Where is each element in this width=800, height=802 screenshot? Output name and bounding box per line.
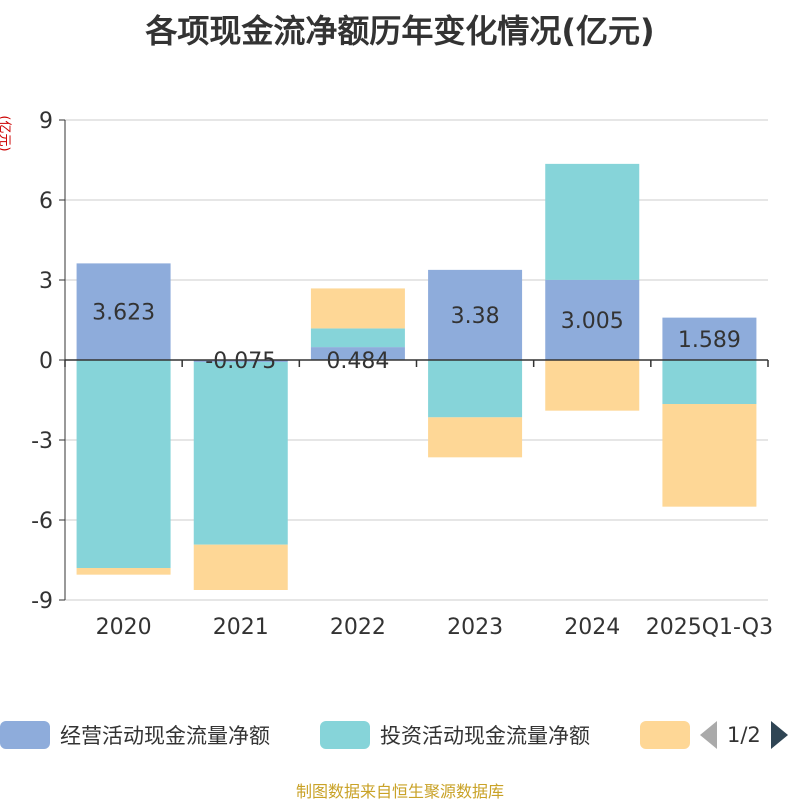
data-label-operating-2023: 3.38 xyxy=(451,304,500,329)
legend-pager: 1/2 xyxy=(700,720,788,750)
stacked-bar-chart: -9 -6 -3 0 3 6 9 3.623 -0.075 0.484 3.38 3.005 1.589… xyxy=(31,109,773,640)
bar-investing-2020 xyxy=(76,360,171,568)
y-tick-label: 0 xyxy=(39,349,53,374)
y-tick-label: -6 xyxy=(31,509,53,534)
legend-item-operating[interactable]: 经营活动现金流量净额 xyxy=(0,720,270,750)
bar-operating-2020 xyxy=(76,263,171,360)
legend-swatch-investing xyxy=(320,721,370,749)
data-label-operating-2025Q1-Q3: 1.589 xyxy=(678,328,741,353)
y-tick-label: 6 xyxy=(39,189,53,214)
legend-label-investing: 投资活动现金流量净额 xyxy=(380,724,590,748)
legend: 经营活动现金流量净额 投资活动现金流量净额 1/2 xyxy=(0,714,800,758)
legend-next-page-icon[interactable] xyxy=(770,721,788,749)
y-tick-label: -9 xyxy=(31,589,53,614)
x-tick-label-2021: 2021 xyxy=(213,615,269,640)
legend-swatch-operating xyxy=(0,721,50,749)
bar-financing-2025Q1-Q3 xyxy=(662,404,757,507)
bar-investing-2021 xyxy=(193,362,288,545)
y-tick-label: 3 xyxy=(39,269,53,294)
bar-operating-2024 xyxy=(545,279,640,360)
x-tick-label-2024: 2024 xyxy=(564,615,620,640)
bar-financing-2021 xyxy=(193,544,288,590)
bar-financing-2022 xyxy=(310,288,405,329)
legend-label-operating: 经营活动现金流量净额 xyxy=(60,724,270,748)
bar-operating-2023 xyxy=(428,269,523,360)
bar-financing-2020 xyxy=(76,568,171,575)
bar-investing-2025Q1-Q3 xyxy=(662,360,757,404)
legend-item-financing[interactable] xyxy=(640,720,700,750)
legend-item-investing[interactable]: 投资活动现金流量净额 xyxy=(320,720,590,750)
y-tick-label: 9 xyxy=(39,109,53,134)
bar-investing-2022 xyxy=(310,328,405,348)
data-label-operating-2021: -0.075 xyxy=(205,349,276,374)
bar-operating-2021 xyxy=(193,360,288,362)
bar-investing-2024 xyxy=(545,163,640,280)
x-tick-label-2020: 2020 xyxy=(96,615,152,640)
legend-swatch-financing xyxy=(640,721,690,749)
data-label-operating-2024: 3.005 xyxy=(561,309,624,334)
chart-title: 各项现金流净额历年变化情况(亿元) xyxy=(145,12,655,50)
x-tick-label-2022: 2022 xyxy=(330,615,386,640)
legend-prev-page-icon[interactable] xyxy=(700,721,717,749)
bar-operating-2025Q1-Q3 xyxy=(662,317,757,360)
bar-operating-2022 xyxy=(310,347,405,360)
x-tick-label-2025Q1-Q3: 2025Q1-Q3 xyxy=(646,615,773,640)
data-label-operating-2020: 3.623 xyxy=(92,301,155,326)
bar-financing-2023 xyxy=(428,417,523,458)
bar-investing-2023 xyxy=(428,360,523,418)
legend-page-indicator: 1/2 xyxy=(727,723,761,747)
data-source-note: 制图数据来自恒生聚源数据库 xyxy=(295,782,504,801)
data-label-operating-2022: 0.484 xyxy=(326,349,389,374)
y-tick-label: -3 xyxy=(31,429,53,454)
bar-financing-2024 xyxy=(545,360,640,411)
x-tick-label-2023: 2023 xyxy=(447,615,503,640)
